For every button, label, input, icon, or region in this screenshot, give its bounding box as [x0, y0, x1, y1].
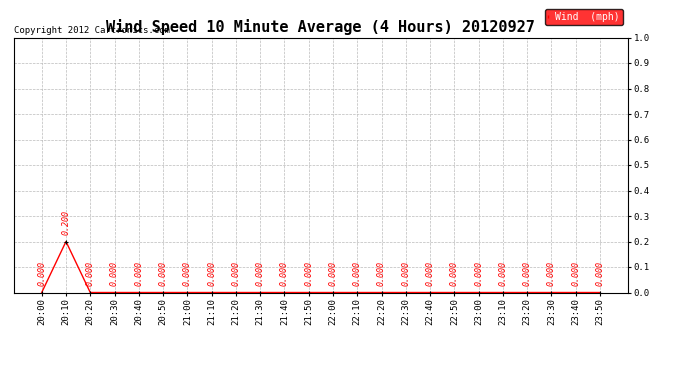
Text: 0.000: 0.000 — [547, 261, 556, 286]
Text: 0.000: 0.000 — [231, 261, 240, 286]
Text: 0.000: 0.000 — [110, 261, 119, 286]
Text: 0.000: 0.000 — [498, 261, 507, 286]
Text: 0.000: 0.000 — [37, 261, 46, 286]
Text: 0.000: 0.000 — [571, 261, 580, 286]
Text: 0.000: 0.000 — [353, 261, 362, 286]
Text: 0.200: 0.200 — [61, 210, 70, 235]
Text: 0.000: 0.000 — [304, 261, 313, 286]
Title: Wind Speed 10 Minute Average (4 Hours) 20120927: Wind Speed 10 Minute Average (4 Hours) 2… — [106, 19, 535, 35]
Text: 0.000: 0.000 — [135, 261, 144, 286]
Text: 0.000: 0.000 — [183, 261, 192, 286]
Text: 0.000: 0.000 — [450, 261, 459, 286]
Text: Copyright 2012 Cartronics.com: Copyright 2012 Cartronics.com — [14, 26, 170, 35]
Text: 0.000: 0.000 — [402, 261, 411, 286]
Text: 0.000: 0.000 — [377, 261, 386, 286]
Text: 0.000: 0.000 — [159, 261, 168, 286]
Text: 0.000: 0.000 — [256, 261, 265, 286]
Text: 0.000: 0.000 — [474, 261, 483, 286]
Text: 0.000: 0.000 — [280, 261, 289, 286]
Text: 0.000: 0.000 — [328, 261, 337, 286]
Text: 0.000: 0.000 — [207, 261, 216, 286]
Text: 0.000: 0.000 — [426, 261, 435, 286]
Text: 0.000: 0.000 — [522, 261, 532, 286]
Text: 0.000: 0.000 — [595, 261, 604, 286]
Text: 0.000: 0.000 — [86, 261, 95, 286]
Legend: Wind  (mph): Wind (mph) — [545, 9, 623, 25]
